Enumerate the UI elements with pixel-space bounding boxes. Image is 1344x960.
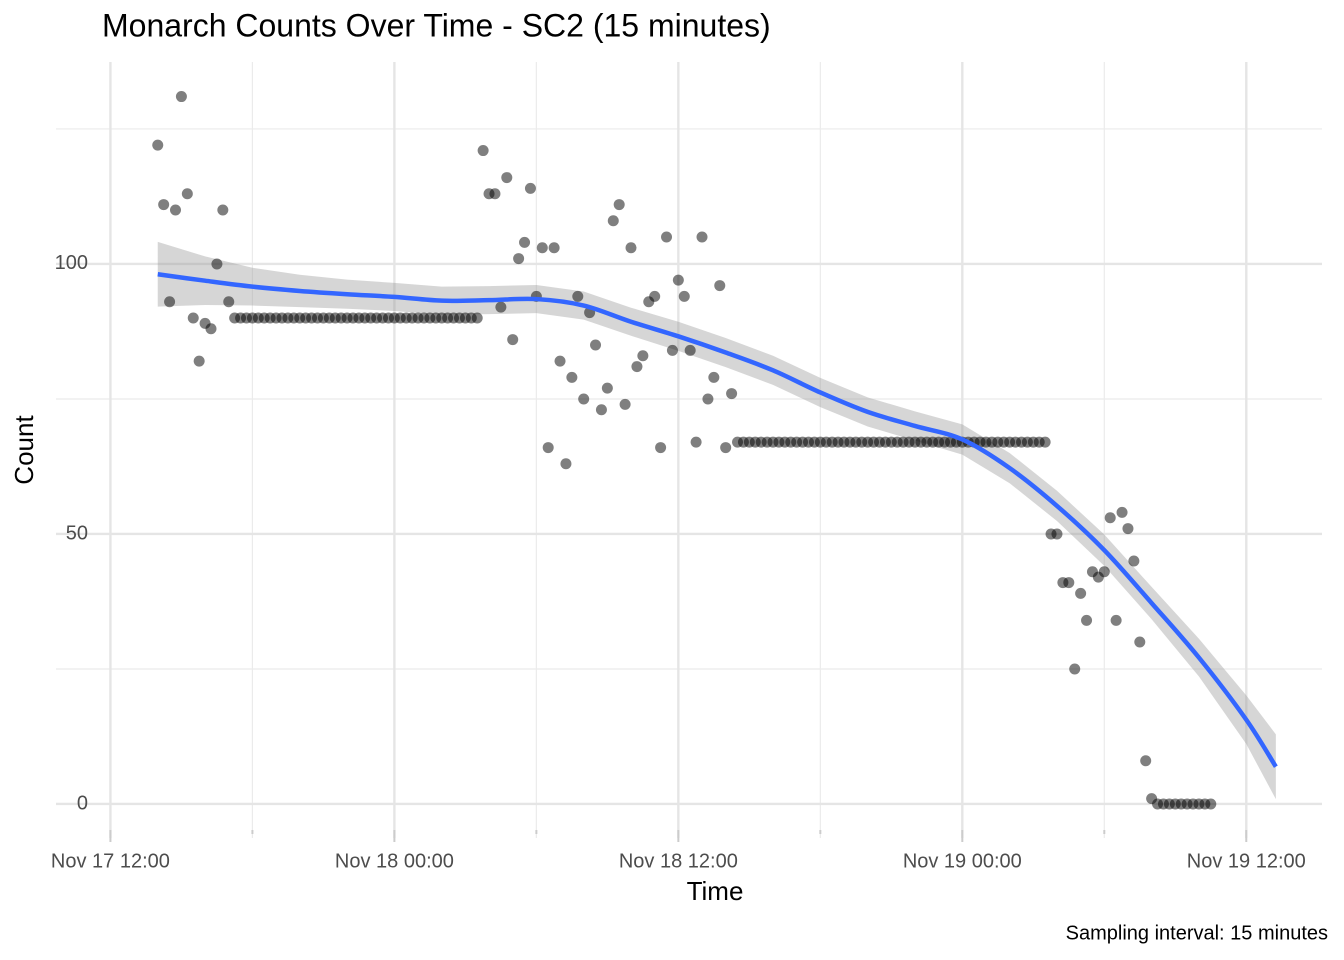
point bbox=[678, 290, 690, 302]
point bbox=[720, 442, 732, 454]
point bbox=[536, 242, 548, 254]
point bbox=[1122, 523, 1134, 535]
point bbox=[489, 188, 501, 200]
point bbox=[613, 199, 625, 211]
point bbox=[578, 393, 590, 405]
x-tick-label: Nov 18 12:00 bbox=[619, 850, 738, 872]
confidence-band bbox=[157, 241, 1276, 800]
point bbox=[1128, 555, 1140, 567]
point bbox=[471, 312, 483, 324]
point bbox=[217, 204, 229, 216]
point bbox=[170, 204, 182, 216]
point bbox=[560, 458, 572, 470]
point bbox=[501, 172, 513, 184]
point bbox=[524, 182, 536, 194]
point bbox=[1140, 755, 1152, 767]
x-tick-label: Nov 17 12:00 bbox=[51, 850, 170, 872]
point bbox=[631, 361, 643, 373]
y-axis-title: Count bbox=[9, 415, 39, 485]
point bbox=[661, 231, 673, 243]
point bbox=[1110, 614, 1122, 626]
chart-title: Monarch Counts Over Time - SC2 (15 minut… bbox=[102, 7, 771, 43]
point bbox=[684, 344, 696, 356]
point bbox=[666, 344, 678, 356]
point bbox=[655, 442, 667, 454]
point bbox=[1134, 636, 1146, 648]
point bbox=[1075, 587, 1087, 599]
point bbox=[1063, 577, 1075, 589]
point bbox=[590, 339, 602, 351]
point bbox=[1039, 436, 1051, 448]
point bbox=[477, 145, 489, 157]
point bbox=[637, 350, 649, 362]
point bbox=[1205, 798, 1217, 810]
point bbox=[519, 236, 531, 248]
point bbox=[625, 242, 637, 254]
point bbox=[211, 258, 223, 270]
caption: Sampling interval: 15 minutes bbox=[1066, 922, 1328, 944]
point bbox=[548, 242, 560, 254]
point bbox=[1069, 663, 1081, 675]
point bbox=[152, 139, 164, 151]
point bbox=[205, 323, 217, 335]
point bbox=[1104, 512, 1116, 524]
point bbox=[158, 199, 170, 211]
point bbox=[572, 290, 584, 302]
point bbox=[513, 253, 525, 265]
smooth-line bbox=[157, 271, 1278, 768]
point bbox=[726, 388, 738, 400]
point bbox=[164, 296, 176, 308]
x-tick-label: Nov 19 00:00 bbox=[903, 850, 1022, 872]
point bbox=[619, 398, 631, 410]
point bbox=[495, 301, 507, 313]
point bbox=[696, 231, 708, 243]
point bbox=[690, 436, 702, 448]
x-tick-label: Nov 18 00:00 bbox=[335, 850, 454, 872]
point bbox=[193, 355, 205, 367]
point bbox=[175, 91, 187, 103]
point bbox=[223, 296, 235, 308]
point bbox=[542, 442, 554, 454]
point bbox=[708, 371, 720, 383]
point bbox=[554, 355, 566, 367]
point bbox=[187, 312, 199, 324]
y-tick-label: 100 bbox=[55, 252, 88, 274]
x-axis-title: Time bbox=[687, 876, 744, 906]
point bbox=[181, 188, 193, 200]
x-tick-label: Nov 19 12:00 bbox=[1187, 850, 1306, 872]
point bbox=[507, 334, 519, 346]
point bbox=[649, 290, 661, 302]
y-tick-label: 50 bbox=[66, 522, 88, 544]
point bbox=[672, 274, 684, 286]
y-tick-label: 0 bbox=[77, 792, 88, 814]
point bbox=[601, 382, 613, 394]
point bbox=[566, 371, 578, 383]
point bbox=[1081, 614, 1093, 626]
point bbox=[702, 393, 714, 405]
point bbox=[714, 280, 726, 292]
point bbox=[607, 215, 619, 227]
point bbox=[1051, 528, 1063, 540]
point bbox=[595, 404, 607, 416]
point bbox=[1116, 506, 1128, 518]
point bbox=[1098, 566, 1110, 578]
